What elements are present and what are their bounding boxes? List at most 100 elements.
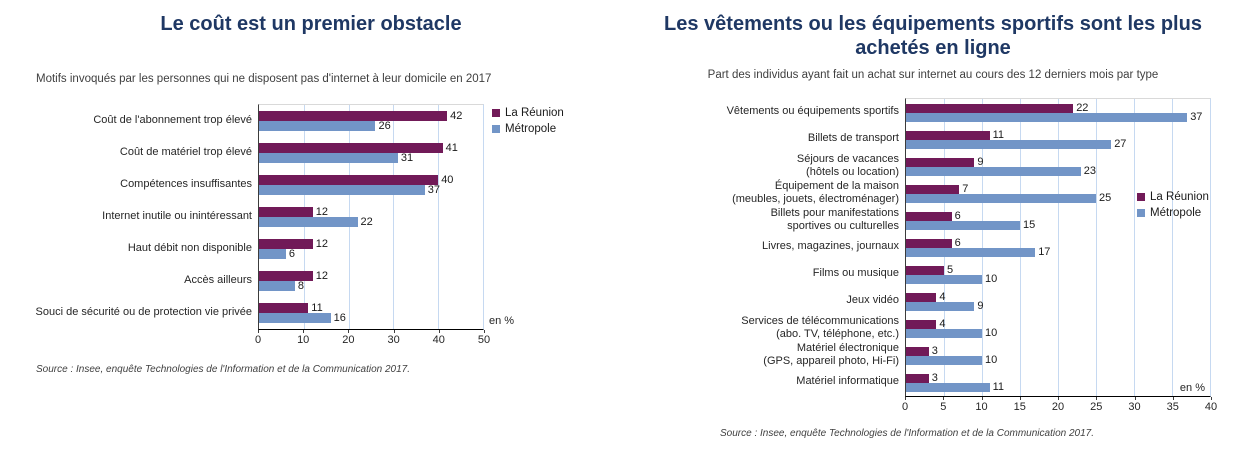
x-tick-label: 5	[940, 401, 947, 413]
bar-line: 27	[906, 137, 1210, 150]
chart-online-purchases: Les vêtements ou les équipements sportif…	[622, 0, 1244, 452]
category-label: Livres, magazines, journaux	[762, 240, 899, 253]
category-label: Vêtements ou équipements sportifs	[726, 105, 899, 118]
x-tick-label: 15	[1013, 401, 1026, 413]
category-labels: Vêtements ou équipements sportifs Billets…	[622, 98, 905, 395]
category-label: Films ou musique	[812, 267, 899, 280]
bar-group: 41 31	[259, 137, 483, 169]
bar-line: 7	[906, 183, 1210, 194]
bar-la-reunion	[259, 175, 439, 185]
chart-subtitle: Part des individus ayant fait un achat s…	[707, 69, 1159, 81]
legend-label: La Réunion	[1150, 191, 1209, 204]
bar-line: 42	[259, 109, 483, 122]
bar-line: 4	[906, 317, 1210, 330]
bar-value-label: 41	[445, 141, 458, 154]
bar-value-label: 4	[939, 317, 946, 330]
category-label: Souci de sécurité ou de protection vie p…	[35, 305, 252, 318]
bar-metropole	[906, 247, 1036, 257]
bar-metropole	[259, 281, 295, 291]
legend-item: Métropole	[492, 123, 622, 135]
x-tick-mark	[943, 397, 945, 400]
x-tick-label: 0	[254, 334, 262, 346]
x-tick-mark	[1211, 397, 1212, 400]
bar-la-reunion	[259, 143, 443, 153]
gridline	[1172, 99, 1173, 396]
x-tick-mark	[1058, 397, 1059, 400]
unit-label: en %	[489, 315, 515, 327]
bar-value-label: 22	[360, 215, 373, 228]
bar-value-label: 16	[333, 311, 346, 324]
bar-line: 23	[906, 165, 1210, 176]
bar-la-reunion	[906, 184, 960, 194]
bar-la-reunion	[906, 373, 929, 383]
chart-internet-obstacles: Le coût est un premier obstacle Motifs i…	[35, 13, 622, 375]
category-label: Accès ailleurs	[184, 273, 252, 286]
bar-la-reunion	[906, 292, 937, 302]
bar-group: 12 22	[259, 201, 483, 233]
bar-line: 22	[259, 215, 483, 228]
bar-group: 12 8	[259, 265, 483, 297]
bar-la-reunion	[906, 103, 1074, 113]
bar-la-reunion	[259, 207, 313, 217]
bar-line: 26	[259, 119, 483, 132]
x-tick-label: 10	[975, 401, 988, 413]
bar-la-reunion	[906, 346, 929, 356]
bar-value-label: 25	[1099, 191, 1112, 204]
x-tick-mark	[258, 330, 259, 333]
legend-swatch	[1137, 209, 1146, 218]
legend-label: Métropole	[1150, 207, 1202, 220]
x-tick-mark	[1019, 397, 1021, 400]
bar-line: 37	[259, 183, 483, 196]
bar-group: 3 10	[906, 342, 1210, 369]
x-tick-label: 40	[432, 334, 445, 346]
category-label: Haut débit non disponible	[127, 241, 252, 254]
bar-line: 11	[259, 301, 483, 314]
bar-value-label: 3	[931, 371, 938, 384]
bar-value-label: 27	[1114, 137, 1127, 150]
bar-value-label: 6	[954, 209, 961, 222]
bar-value-label: 6	[288, 247, 295, 260]
bar-la-reunion	[906, 130, 990, 140]
x-axis: 0 10 20 30 40 50	[254, 330, 490, 348]
x-tick-label: 35	[1166, 401, 1179, 413]
bar-value-label: 26	[378, 119, 391, 132]
bar-value-label: 9	[977, 299, 984, 312]
bar-group: 40 37	[259, 169, 483, 201]
plot-wrap: en % 42 26 41 31 40 37 12 22 12 6 12 8 11 16 0 10 20 30 4…	[254, 104, 514, 348]
bar-metropole	[906, 301, 975, 311]
bar-line: 31	[259, 152, 483, 163]
bar-line: 17	[906, 246, 1210, 257]
x-tick-label: 25	[1090, 401, 1103, 413]
bar-line: 9	[906, 299, 1210, 312]
bar-value-label: 5	[947, 263, 954, 276]
bar-line: 12	[259, 205, 483, 218]
bar-value-label: 10	[985, 272, 998, 285]
bar-value-label: 11	[311, 301, 323, 314]
bar-la-reunion	[259, 271, 313, 281]
category-label: Coût de l'abonnement trop élevé	[93, 113, 252, 126]
bar-group: 11 27	[906, 126, 1210, 153]
category-label: Billets de transport	[807, 132, 899, 145]
x-tick-mark	[905, 397, 906, 400]
plot-area: en % 42 26 41 31 40 37 12 22 12 6 12 8 11 16	[258, 104, 514, 330]
bar-la-reunion	[259, 239, 313, 249]
bar-line: 6	[906, 236, 1210, 249]
bar-value-label: 37	[427, 183, 440, 196]
bar-value-label: 12	[315, 205, 328, 218]
bar-line: 10	[906, 272, 1210, 285]
bar-metropole	[259, 217, 358, 227]
bar-line: 25	[906, 191, 1210, 204]
chart-body: Vêtements ou équipements sportifs Billets…	[622, 98, 1244, 415]
bar-value-label: 12	[315, 269, 328, 282]
bar-line: 16	[259, 311, 483, 324]
legend-swatch	[1137, 193, 1146, 202]
category-label: Compétences insuffisantes	[120, 177, 252, 190]
bar-value-label: 6	[954, 236, 961, 249]
legend-swatch	[492, 109, 500, 117]
bar-value-label: 12	[315, 237, 328, 250]
bar-group: 3 11	[906, 369, 1210, 396]
bar-metropole	[906, 139, 1112, 149]
bar-value-label: 42	[450, 109, 463, 122]
x-tick-label: 0	[901, 401, 909, 413]
x-tick-label: 20	[342, 334, 355, 346]
